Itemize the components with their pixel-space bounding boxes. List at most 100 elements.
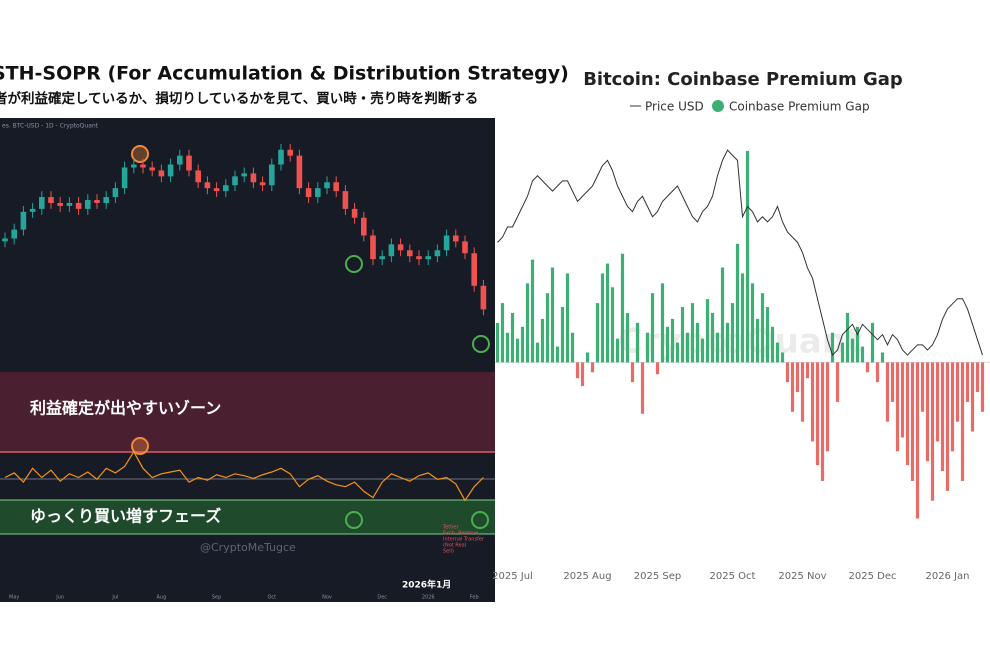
- x-tick-label: 2025 Aug: [563, 571, 611, 582]
- bar: [825, 362, 830, 452]
- bar: [565, 273, 570, 363]
- annotation-line: Sell): [443, 549, 454, 555]
- legend-dot: [712, 100, 724, 112]
- annotation-line: Exch. Reserve: [443, 531, 478, 537]
- candle-body: [186, 155, 192, 171]
- x-tick-label: Nov: [322, 595, 332, 601]
- source: es. BTC-USD - 1D - CryptoQuant: [2, 123, 99, 130]
- bar: [525, 283, 530, 363]
- bar: [840, 342, 845, 363]
- candle-body: [223, 185, 229, 192]
- date-label: 2026年1月: [402, 579, 451, 591]
- bar: [735, 243, 740, 363]
- x-tick-label: 2025 Oct: [710, 571, 756, 582]
- bar: [905, 362, 910, 466]
- candle-body: [140, 164, 146, 168]
- bar: [785, 362, 790, 383]
- candle-body: [48, 197, 54, 203]
- candle-body: [121, 167, 128, 189]
- bar: [890, 362, 895, 402]
- candle-body: [296, 155, 303, 189]
- bar: [815, 362, 820, 466]
- candle-body: [11, 229, 17, 239]
- candle-body: [462, 241, 468, 254]
- annotation-line: Tether: [442, 525, 459, 531]
- bar: [495, 322, 500, 363]
- x-tick-label: Sep: [212, 595, 221, 601]
- bar: [725, 322, 730, 363]
- watermark: @CryptoMeTugce: [200, 541, 296, 554]
- bar: [820, 362, 825, 481]
- x-tick-label: Aug: [157, 595, 167, 601]
- left-subtitle: 者が利益確定しているか、損切りしているかを見て、買い時・売り時を判断する: [0, 90, 478, 107]
- legend-label: Coinbase Premium Gap: [729, 100, 870, 114]
- candle-body: [388, 244, 395, 257]
- candle-body: [29, 208, 36, 212]
- high-marker: [131, 145, 149, 163]
- candle-body: [177, 155, 183, 165]
- bar: [740, 273, 745, 363]
- bar: [975, 362, 980, 393]
- bar: [940, 362, 945, 472]
- legend-label: Price USD: [645, 100, 704, 114]
- candle-body: [480, 285, 487, 310]
- bar: [745, 150, 750, 363]
- bar: [775, 342, 780, 363]
- candle-body: [425, 256, 431, 260]
- bar: [590, 362, 595, 373]
- candle-body: [407, 250, 413, 257]
- x-tick-label: 2025 Jul: [492, 571, 533, 582]
- x-tick-label: 2026 Jan: [925, 571, 969, 582]
- bar: [685, 332, 690, 363]
- bar: [550, 267, 555, 363]
- bar: [795, 362, 800, 393]
- bar: [720, 267, 725, 363]
- sopr-line: [4, 450, 484, 502]
- bar: [605, 263, 610, 363]
- bar: [535, 342, 540, 363]
- bar: [585, 352, 590, 363]
- bar: [645, 332, 650, 363]
- bar: [870, 322, 875, 363]
- low-marker: [472, 335, 490, 353]
- x-tick-label: Feb: [470, 595, 479, 601]
- bar: [915, 362, 920, 519]
- bar: [690, 303, 695, 363]
- bar: [670, 318, 675, 363]
- candle-body: [66, 202, 73, 206]
- candle-body: [94, 200, 100, 203]
- candle-body: [167, 164, 174, 177]
- x-tick-label: 2026: [422, 595, 435, 601]
- bar: [860, 346, 865, 363]
- highlight-circles: [131, 145, 490, 529]
- bar: [970, 362, 975, 432]
- bar: [600, 273, 605, 363]
- candle-body: [241, 173, 247, 177]
- bar: [650, 293, 655, 363]
- bar: [695, 322, 700, 363]
- candle-body: [75, 202, 82, 209]
- bar: [830, 332, 835, 363]
- candle-body: [232, 176, 238, 186]
- bar: [910, 362, 915, 481]
- candle-body: [195, 170, 201, 183]
- bar: [625, 312, 630, 363]
- bar: [570, 332, 575, 363]
- candle-body: [443, 235, 450, 251]
- bar: [595, 303, 600, 363]
- bar: [520, 326, 525, 363]
- candle-body: [85, 200, 91, 209]
- candle-body: [333, 182, 339, 192]
- bar: [965, 362, 970, 402]
- bar: [955, 362, 960, 422]
- bar: [555, 346, 560, 363]
- bar: [630, 362, 635, 383]
- bar: [560, 307, 565, 363]
- profit-zone: [0, 372, 495, 452]
- bar: [710, 312, 715, 363]
- bar: [855, 326, 860, 363]
- bar: [660, 283, 665, 363]
- candle-body: [370, 235, 376, 260]
